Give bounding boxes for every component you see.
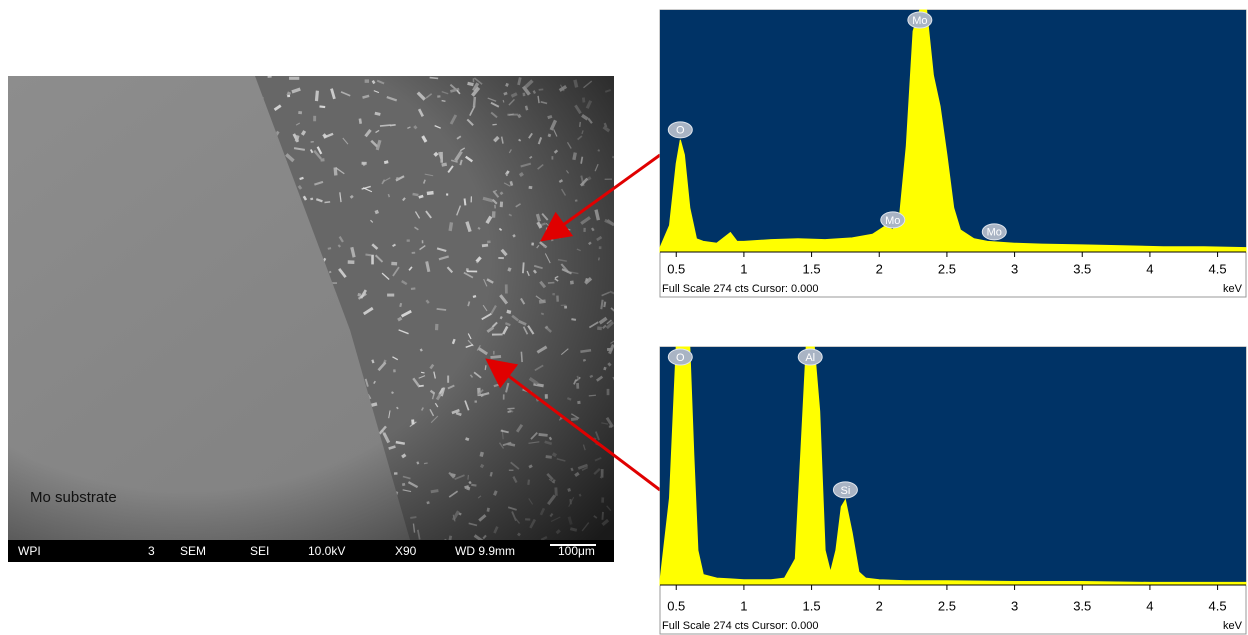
- x-tick-label: 4: [1146, 261, 1153, 276]
- x-tick-label: 2.5: [938, 261, 956, 276]
- peak-label: Mo: [885, 215, 900, 227]
- sem-image: Mo substrate WPI 3 SEM SEI 10.0kV X90 WD 9.9mm…: [8, 75, 624, 562]
- x-tick-label: 1: [740, 598, 747, 613]
- x-tick-label: 3.5: [1073, 598, 1091, 613]
- x-tick-label: 2: [876, 598, 883, 613]
- info-bar-text: 10.0kV: [308, 544, 345, 558]
- peak-label: Mo: [912, 15, 927, 27]
- spectra: 0.5 1 1.5 2 2.5 3 3.5 4 4.5 keV Full Scale 274 cts…: [660, 10, 1246, 634]
- texture-fleck: [618, 511, 621, 520]
- info-bar-text: SEI: [250, 544, 269, 558]
- info-bar-text: WPI: [18, 544, 41, 558]
- page: Mo substrate WPI 3 SEM SEI 10.0kV X90 WD 9.9mm…: [0, 0, 1248, 635]
- peak-label: O: [676, 125, 685, 137]
- x-tick-label: 4.5: [1209, 598, 1227, 613]
- texture-fleck: [615, 339, 619, 349]
- info-bar-text: 3: [148, 544, 155, 558]
- sem-label: Mo substrate: [30, 489, 117, 506]
- info-bar-text: X90: [395, 544, 417, 558]
- x-tick-label: 4: [1146, 598, 1153, 613]
- x-tick-label: 1.5: [803, 598, 821, 613]
- x-tick-label: 1.5: [803, 261, 821, 276]
- peak-label: Si: [841, 485, 851, 497]
- figure: Mo substrate WPI 3 SEM SEI 10.0kV X90 WD 9.9mm…: [0, 0, 1248, 635]
- peak-label: Mo: [987, 227, 1002, 239]
- x-tick-label: 2.5: [938, 598, 956, 613]
- x-tick-label: 2: [876, 261, 883, 276]
- plot-area: [660, 347, 1246, 585]
- peak-label: O: [676, 352, 685, 364]
- x-tick-label: 4.5: [1209, 261, 1227, 276]
- x-axis-label: keV: [1223, 283, 1243, 295]
- info-bar-text: WD 9.9mm: [455, 544, 515, 558]
- x-tick-label: 3: [1011, 598, 1018, 613]
- x-axis-label: keV: [1223, 620, 1243, 632]
- x-tick-label: 0.5: [667, 598, 685, 613]
- texture-fleck: [615, 127, 619, 130]
- footer: Full Scale 274 cts Cursor: 0.000: [662, 620, 819, 632]
- footer: Full Scale 274 cts Cursor: 0.000: [662, 283, 819, 295]
- texture-fleck: [617, 154, 623, 163]
- info-bar-text: SEM: [180, 544, 206, 558]
- x-tick-label: 3.5: [1073, 261, 1091, 276]
- sem-vignette: [8, 76, 614, 540]
- x-tick-label: 3: [1011, 261, 1018, 276]
- peak-label: Al: [805, 352, 815, 364]
- x-tick-label: 1: [740, 261, 747, 276]
- x-tick-label: 0.5: [667, 261, 685, 276]
- info-bar-text: 100μm: [558, 544, 595, 558]
